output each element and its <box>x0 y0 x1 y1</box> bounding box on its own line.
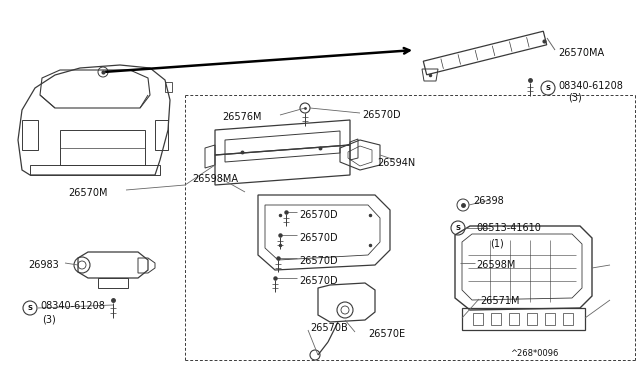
Text: (3): (3) <box>42 315 56 325</box>
Text: (1): (1) <box>490 239 504 249</box>
Text: 08340-61208: 08340-61208 <box>558 81 623 91</box>
Text: S: S <box>28 305 33 311</box>
Text: 26598M: 26598M <box>476 260 515 270</box>
Text: 26570D: 26570D <box>299 256 338 266</box>
Text: 26570D: 26570D <box>299 233 338 243</box>
Text: (3): (3) <box>568 93 582 103</box>
Text: 26398: 26398 <box>473 196 504 206</box>
Text: S: S <box>456 225 461 231</box>
Text: S: S <box>545 85 550 91</box>
Text: 26571M: 26571M <box>480 296 520 306</box>
Text: 08513-41610: 08513-41610 <box>476 223 541 233</box>
Text: 26570D: 26570D <box>299 210 338 220</box>
Text: 26570D: 26570D <box>362 110 401 120</box>
Text: 26570E: 26570E <box>368 329 405 339</box>
Text: 26570D: 26570D <box>299 276 338 286</box>
Text: 26570M: 26570M <box>68 188 108 198</box>
Text: 26570B: 26570B <box>310 323 348 333</box>
Text: 26570MA: 26570MA <box>558 48 604 58</box>
Text: 08340-61208: 08340-61208 <box>40 301 105 311</box>
Text: 26576M: 26576M <box>222 112 262 122</box>
Text: ^268*0096: ^268*0096 <box>510 349 558 358</box>
Text: 26983: 26983 <box>28 260 59 270</box>
Text: 26594N: 26594N <box>377 158 415 168</box>
Text: 26598MA: 26598MA <box>192 174 238 184</box>
